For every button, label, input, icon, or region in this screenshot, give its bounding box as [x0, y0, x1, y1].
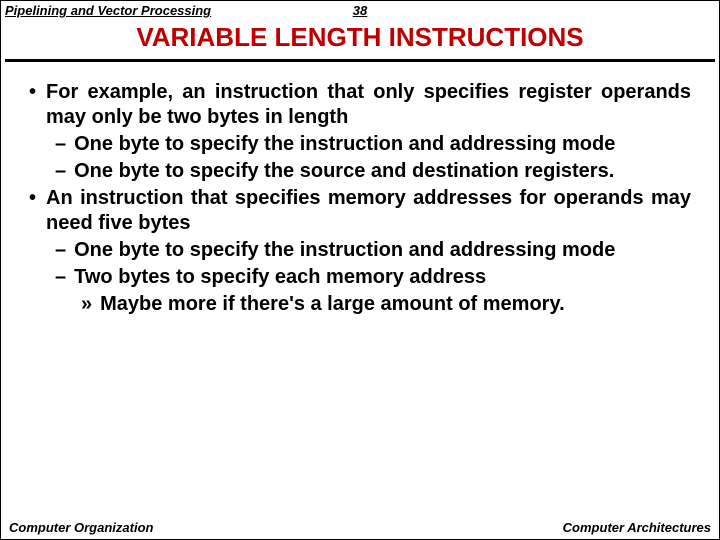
bullet-marker: –	[55, 238, 66, 263]
bullet-marker: –	[55, 159, 66, 184]
bullet-text: An instruction that specifies memory add…	[46, 186, 691, 236]
bullet-text: One byte to specify the instruction and …	[74, 132, 691, 157]
list-item: – One byte to specify the instruction an…	[55, 132, 691, 157]
bullet-text: For example, an instruction that only sp…	[46, 80, 691, 130]
bullet-text: Maybe more if there's a large amount of …	[100, 292, 691, 317]
list-item: – Two bytes to specify each memory addre…	[55, 265, 691, 290]
content-area: • For example, an instruction that only …	[1, 62, 719, 317]
list-item: • An instruction that specifies memory a…	[29, 186, 691, 236]
footer-left: Computer Organization	[9, 520, 153, 535]
bullet-text: One byte to specify the source and desti…	[74, 159, 691, 184]
slide-footer: Computer Organization Computer Architect…	[1, 520, 719, 535]
bullet-marker: •	[29, 80, 36, 130]
list-item: » Maybe more if there's a large amount o…	[81, 292, 691, 317]
list-item: – One byte to specify the instruction an…	[55, 238, 691, 263]
bullet-marker: –	[55, 265, 66, 290]
list-item: – One byte to specify the source and des…	[55, 159, 691, 184]
bullet-text: Two bytes to specify each memory address	[74, 265, 691, 290]
page-number: 38	[353, 3, 367, 18]
footer-right: Computer Architectures	[563, 520, 711, 535]
bullet-marker: •	[29, 186, 36, 236]
bullet-text: One byte to specify the instruction and …	[74, 238, 691, 263]
page-title: VARIABLE LENGTH INSTRUCTIONS	[5, 18, 715, 62]
list-item: • For example, an instruction that only …	[29, 80, 691, 130]
bullet-marker: »	[81, 292, 92, 317]
bullet-marker: –	[55, 132, 66, 157]
